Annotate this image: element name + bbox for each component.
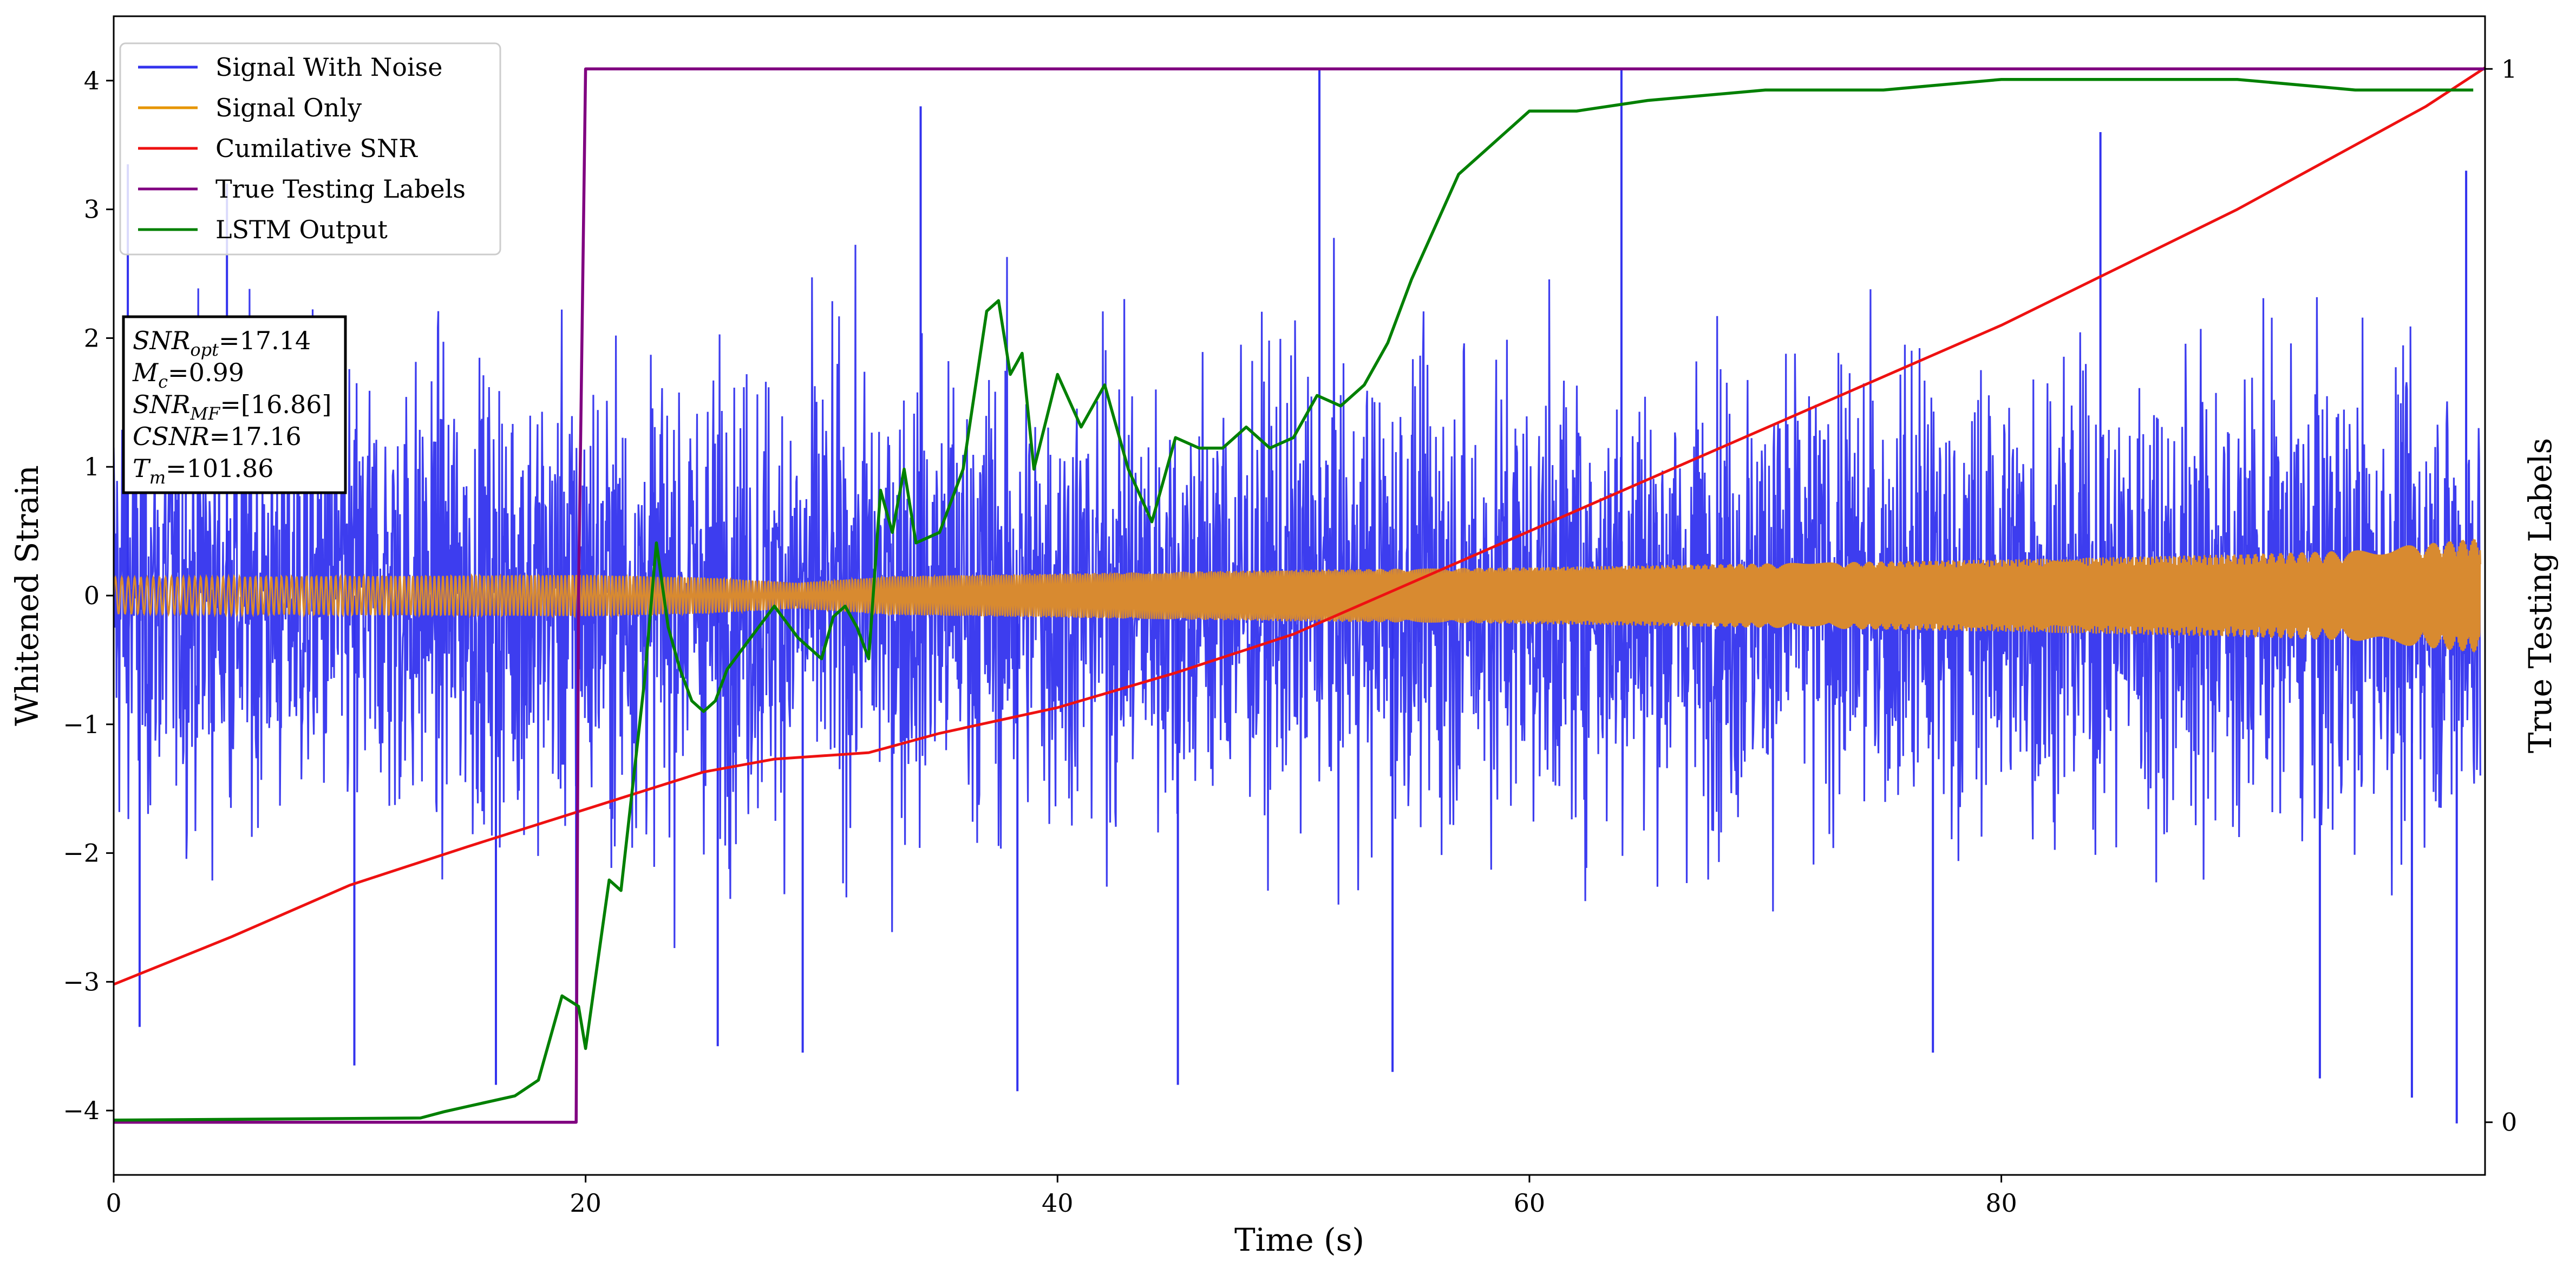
x-tick-label: 60 xyxy=(1514,1188,1546,1218)
true-testing-labels-line xyxy=(114,67,2485,1124)
legend-label: LSTM Output xyxy=(215,215,388,244)
annotation-line: CSNR=17.16 xyxy=(133,422,302,451)
y-tick-label: 3 xyxy=(84,195,100,224)
x-axis-label: Time (s) xyxy=(1234,1221,1364,1258)
y2-tick-label: 1 xyxy=(2501,54,2517,83)
annotation-box: SNRopt=17.14Mc=0.99SNRMF=[16.86]CSNR=17.… xyxy=(122,315,347,494)
legend-frame xyxy=(119,42,501,256)
signal-only-line xyxy=(114,539,2481,652)
series-lstm-output xyxy=(114,77,2474,1122)
x-axis: 0 20 40 60 80 xyxy=(106,1175,2017,1218)
series-true-testing-labels xyxy=(114,67,2485,1124)
x-tick-label: 40 xyxy=(1042,1188,1074,1218)
legend: Signal With Noise Signal Only Cumilative S… xyxy=(119,42,501,256)
cumulative-snr-line xyxy=(114,67,2485,986)
legend-entries: Signal With Noise Signal Only Cumilative S… xyxy=(138,53,466,244)
annotation-line: SNRopt=17.14 xyxy=(133,326,311,360)
series-signal-with-noise xyxy=(114,68,2481,1123)
y-tick-label: −2 xyxy=(63,839,100,868)
y-tick-label: −3 xyxy=(63,967,100,996)
signal-with-noise-line xyxy=(114,238,2481,949)
y2-tick-label: 0 xyxy=(2501,1108,2517,1137)
annotation-line: Mc=0.99 xyxy=(132,358,244,392)
y-tick-label: 2 xyxy=(84,323,100,352)
series-cumulative-snr xyxy=(114,67,2485,986)
annotation-lines: SNRopt=17.14Mc=0.99SNRMF=[16.86]CSNR=17.… xyxy=(132,326,332,488)
annotation-frame xyxy=(122,315,347,494)
legend-label: True Testing Labels xyxy=(215,174,466,204)
legend-label: Cumilative SNR xyxy=(215,134,418,163)
y2-axis-label: True Testing Labels xyxy=(2522,438,2559,753)
y-axis-right: 01 xyxy=(2485,54,2517,1137)
annotation-line: SNRMF=[16.86] xyxy=(133,390,332,424)
y-axis-label: Whitened Strain xyxy=(9,465,45,726)
x-tick-label: 0 xyxy=(106,1188,121,1218)
y-tick-label: 0 xyxy=(84,581,100,610)
legend-label: Signal Only xyxy=(215,93,362,122)
x-tick-label: 80 xyxy=(1985,1188,2017,1218)
annotation-line: Tm=101.86 xyxy=(133,454,274,488)
y-tick-label: 4 xyxy=(84,66,100,95)
lstm-output-line xyxy=(114,77,2474,1122)
x-tick-label: 20 xyxy=(570,1188,601,1218)
y-tick-label: −1 xyxy=(63,710,100,739)
legend-label: Signal With Noise xyxy=(215,53,442,82)
y-axis-left: −4 −3 −2 −1 0 1 2 3 4 xyxy=(63,66,114,1125)
series-signal-only xyxy=(114,539,2481,652)
y-tick-label: 1 xyxy=(84,452,100,481)
y-tick-label: −4 xyxy=(63,1096,100,1125)
